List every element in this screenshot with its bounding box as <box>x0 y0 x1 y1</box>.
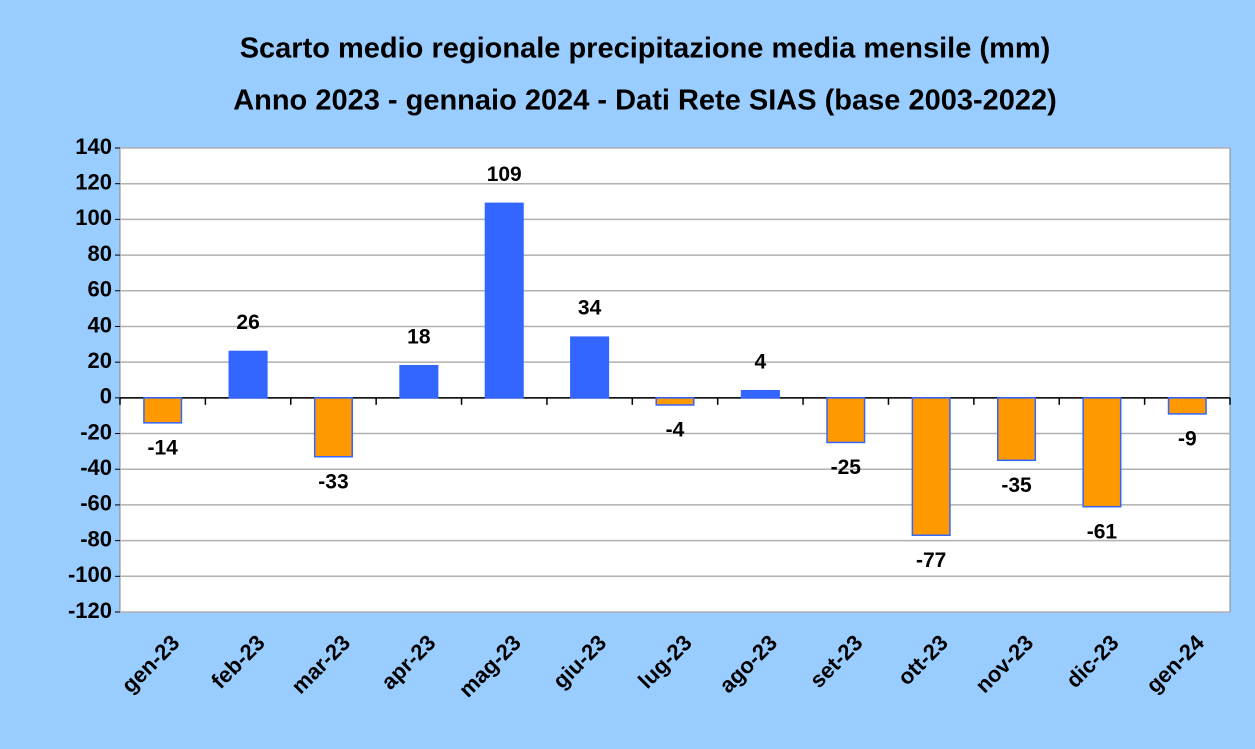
data-label: -77 <box>916 549 946 572</box>
y-tick-label: 140 <box>75 134 112 159</box>
y-tick-label: -100 <box>68 562 112 587</box>
data-label: 18 <box>407 325 431 348</box>
y-tick-label: -80 <box>80 526 112 551</box>
y-tick-label: 80 <box>88 241 112 266</box>
data-label: -35 <box>1001 474 1032 497</box>
data-label: 109 <box>487 163 522 186</box>
data-label: 4 <box>755 350 767 373</box>
bar <box>826 397 866 444</box>
data-label: -61 <box>1087 520 1118 543</box>
chart-title: Scarto medio regionale precipitazione me… <box>240 33 1051 65</box>
bar <box>911 397 951 537</box>
bar <box>313 397 353 458</box>
bar <box>399 364 439 399</box>
chart-subtitle: Anno 2023 - gennaio 2024 - Dati Rete SIA… <box>233 85 1057 117</box>
bar <box>740 389 780 399</box>
bar <box>228 350 268 399</box>
y-tick-label: 0 <box>100 384 112 409</box>
y-tick-label: 60 <box>88 277 112 302</box>
y-tick-label: -20 <box>80 419 112 444</box>
bar <box>1082 397 1122 508</box>
plot-area <box>119 147 1231 613</box>
data-label: -25 <box>831 456 862 479</box>
data-label: 26 <box>236 311 259 334</box>
data-label: -14 <box>148 436 179 459</box>
bar <box>484 202 524 399</box>
data-label: -33 <box>318 470 348 493</box>
y-tick-label: 20 <box>88 348 112 373</box>
y-tick-label: 120 <box>75 170 112 195</box>
y-tick-label: -40 <box>80 455 112 480</box>
bar <box>1167 397 1207 415</box>
data-label: -9 <box>1178 427 1197 450</box>
data-label: -4 <box>666 419 685 442</box>
bar <box>143 397 183 424</box>
y-tick-label: 100 <box>75 205 112 230</box>
data-label: 34 <box>578 297 602 320</box>
bar <box>997 397 1037 462</box>
y-tick-label: 40 <box>88 312 112 337</box>
bar <box>655 397 695 406</box>
bar <box>570 336 610 399</box>
y-tick-label: -60 <box>80 491 112 516</box>
y-tick-label: -120 <box>68 598 112 623</box>
